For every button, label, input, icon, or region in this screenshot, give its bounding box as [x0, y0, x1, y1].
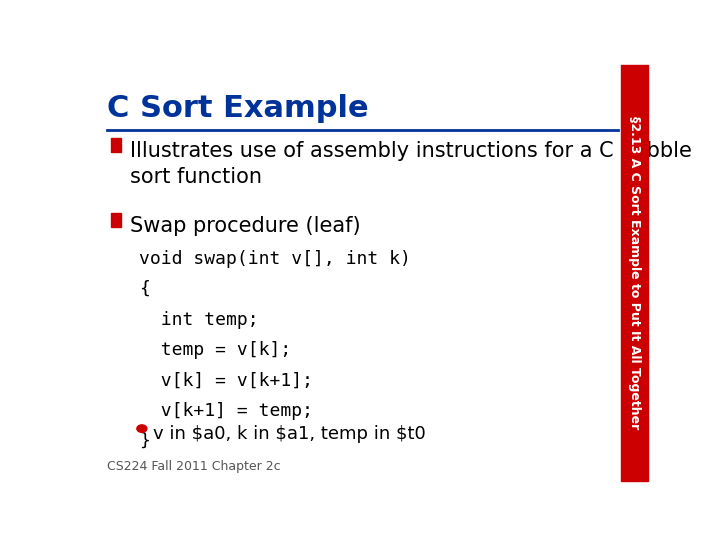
Text: void swap(int v[], int k): void swap(int v[], int k) — [139, 250, 411, 268]
Text: }: } — [139, 432, 150, 450]
Text: {: { — [139, 280, 150, 298]
Circle shape — [137, 425, 147, 433]
Text: CS224 Fall 2011 Chapter 2c: CS224 Fall 2011 Chapter 2c — [107, 460, 280, 473]
Text: C Sort Example: C Sort Example — [107, 94, 369, 123]
Text: v[k] = v[k+1];: v[k] = v[k+1]; — [139, 371, 313, 389]
Text: v in $a0, k in $a1, temp in $t0: v in $a0, k in $a1, temp in $t0 — [153, 426, 426, 443]
Text: Swap procedure (leaf): Swap procedure (leaf) — [130, 216, 361, 236]
Text: int temp;: int temp; — [139, 310, 258, 328]
Bar — [111, 138, 121, 152]
Text: Illustrates use of assembly instructions for a C bubble
sort function: Illustrates use of assembly instructions… — [130, 141, 692, 187]
Text: temp = v[k];: temp = v[k]; — [139, 341, 292, 359]
Text: v[k+1] = temp;: v[k+1] = temp; — [139, 402, 313, 420]
Bar — [621, 65, 648, 481]
Bar — [111, 213, 121, 227]
Text: §2.13 A C Sort Example to Put It All Together: §2.13 A C Sort Example to Put It All Tog… — [628, 116, 641, 429]
